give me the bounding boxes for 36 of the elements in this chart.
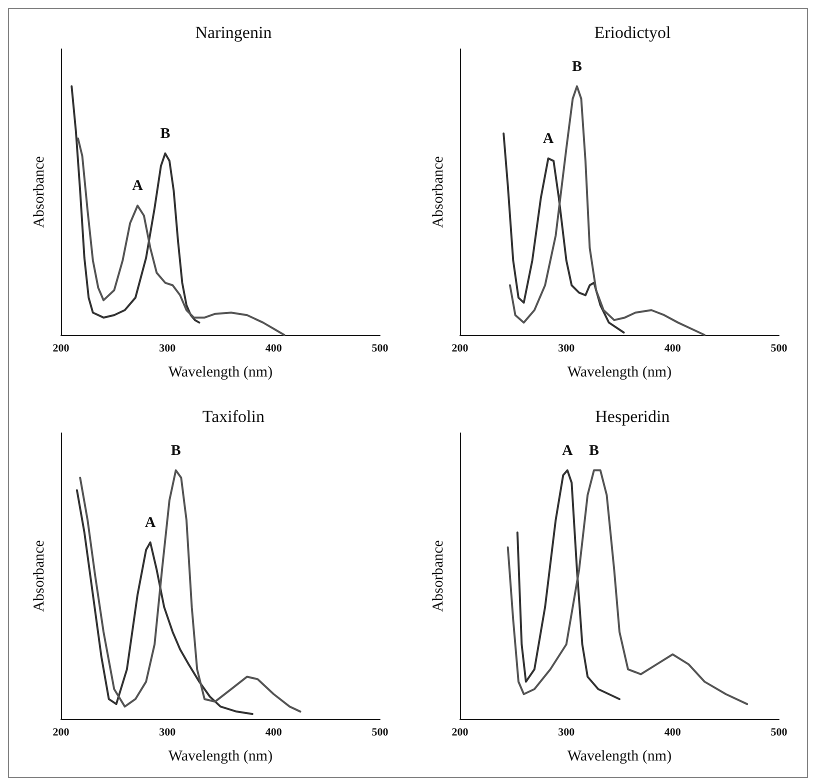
chart-title: Hesperidin xyxy=(595,407,670,426)
x-tick-label: 400 xyxy=(664,726,682,738)
y-axis-title: Absorbance xyxy=(32,540,48,612)
x-tick-label: 200 xyxy=(452,342,469,354)
x-tick-label: 500 xyxy=(770,726,788,738)
x-tick-label: 300 xyxy=(558,726,576,738)
x-tick-label: 400 xyxy=(265,726,282,738)
y-axis-title: Absorbance xyxy=(32,156,48,228)
x-tick-label: 500 xyxy=(770,342,788,354)
y-axis-title: Absorbance xyxy=(430,156,446,228)
annotation: B xyxy=(588,442,599,459)
x-axis-title: Wavelength (nm) xyxy=(168,748,273,764)
x-axis-title: Wavelength (nm) xyxy=(168,364,273,380)
chart-title: Naringenin xyxy=(195,23,272,42)
chart-title: Taxifolin xyxy=(202,407,265,426)
annotation: A xyxy=(542,130,554,147)
chart-title: Eriodictyol xyxy=(594,23,671,42)
annotation: B xyxy=(572,58,582,75)
x-tick-label: 200 xyxy=(452,726,469,738)
x-tick-label: 200 xyxy=(52,726,70,738)
annotation: A xyxy=(132,178,144,194)
x-tick-label: 400 xyxy=(664,342,682,354)
x-tick-label: 200 xyxy=(52,342,70,354)
x-tick-label: 300 xyxy=(558,342,576,354)
x-axis-title: Wavelength (nm) xyxy=(567,748,672,764)
x-tick-label: 500 xyxy=(372,342,389,354)
x-tick-label: 300 xyxy=(159,726,176,738)
x-tick-label: 400 xyxy=(265,342,282,354)
x-tick-label: 300 xyxy=(159,342,176,354)
annotation: B xyxy=(160,126,170,142)
annotation: A xyxy=(562,442,573,459)
annotation: A xyxy=(144,514,156,531)
x-axis-title: Wavelength (nm) xyxy=(567,364,672,380)
annotation: B xyxy=(170,442,181,459)
x-tick-label: 500 xyxy=(372,726,389,738)
y-axis-title: Absorbance xyxy=(430,540,446,612)
